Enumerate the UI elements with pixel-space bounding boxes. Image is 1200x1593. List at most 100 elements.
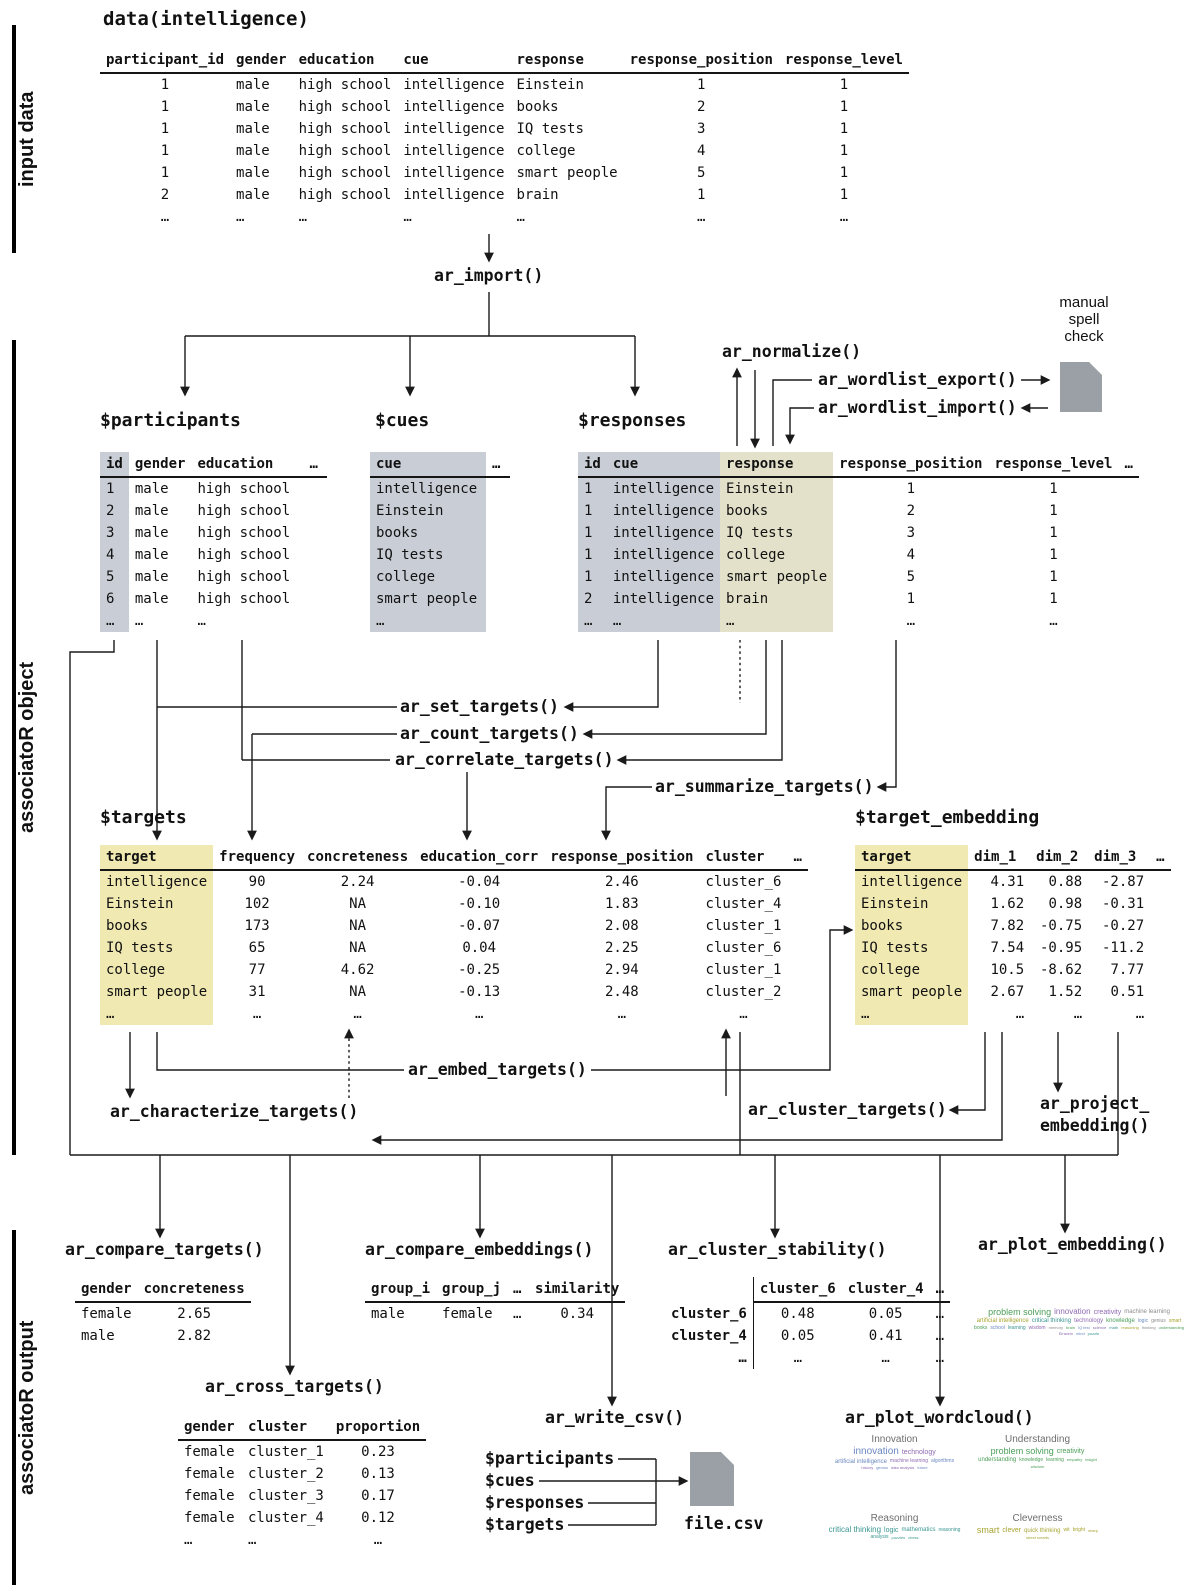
- wordcloud-words: problem solving creativity understanding kn…: [971, 1446, 1104, 1469]
- table-cell: 10.5: [990, 962, 1025, 978]
- table-cell: 2.65: [177, 1306, 212, 1322]
- column-header: gender: [128, 452, 192, 478]
- column-header: cluster_4: [841, 1277, 930, 1303]
- cloud-word: clever: [1002, 1527, 1022, 1535]
- table-cell: Einstein: [855, 893, 969, 915]
- cloud-word: Einstein: [1058, 1330, 1073, 1336]
- cloud-word: machine learning: [889, 1458, 929, 1465]
- table-cell: male: [134, 503, 169, 519]
- table-cell: …: [298, 209, 308, 225]
- table-cell: …: [935, 1350, 945, 1366]
- cloud-word: algorithms: [931, 1458, 955, 1465]
- column-header: target: [100, 845, 214, 871]
- cloud-word: puzzles: [891, 1534, 906, 1540]
- fn-plot-wordcloud: ar_plot_wordcloud(): [845, 1408, 1034, 1427]
- table-row: 1 male high school intelligence college 4 1: [100, 140, 909, 162]
- table-cell: NA: [349, 896, 367, 912]
- column-header: response_position: [833, 452, 989, 478]
- write-csv-item: $cues: [485, 1471, 535, 1490]
- column-header: id: [100, 452, 129, 478]
- table-cell: NA: [349, 984, 367, 1000]
- table-row: female cluster_4 0.12: [178, 1507, 426, 1529]
- table-row: female cluster_1 0.23: [178, 1440, 426, 1463]
- table-cell: [486, 610, 510, 632]
- table-cell: cluster_2: [705, 984, 782, 1000]
- table-cell: …: [578, 610, 607, 632]
- table-cell: 4: [906, 547, 916, 563]
- cloud-word: sharp: [1088, 1527, 1099, 1533]
- table-row: female 2.65: [75, 1302, 251, 1325]
- responses-table: id cue response response_position response_l…: [578, 452, 1139, 632]
- table-cell: [303, 588, 327, 610]
- participants-title: $participants: [100, 410, 241, 431]
- table-cell: …: [474, 1006, 484, 1022]
- table-cell: 1: [839, 99, 849, 115]
- table-cell: [1118, 522, 1138, 544]
- table-cell: …: [373, 1532, 383, 1548]
- table-row: 2 male high school intelligence brain 1 1: [100, 184, 909, 206]
- table-cell: 1: [1049, 547, 1058, 563]
- table-cell: …: [935, 1328, 945, 1344]
- table-cell: 0.12: [361, 1510, 395, 1526]
- table-cell: [303, 500, 327, 522]
- table-cell: Einstein: [516, 77, 584, 93]
- fn-compare-targets: ar_compare_targets(): [65, 1240, 264, 1259]
- table-row: intelligence 90 2.24 -0.04 2.46 cluster_6: [100, 870, 808, 893]
- data-table: cue… intelligence Einstein books IQ tests col…: [370, 452, 510, 632]
- table-row: 1 intelligence smart people 5 1: [578, 566, 1139, 588]
- table-cell: college: [370, 566, 486, 588]
- cloud-word: creativity: [1056, 1448, 1085, 1456]
- table-cell: 0.23: [361, 1444, 395, 1460]
- table-cell: 173: [244, 918, 270, 934]
- column-header: response: [510, 48, 624, 74]
- cloud-word: logic: [884, 1526, 899, 1534]
- cloud-word: data analysis: [890, 1464, 915, 1470]
- table-cell: [1118, 566, 1138, 588]
- cloud-word: problem solving: [990, 1446, 1054, 1456]
- table-cell: -0.95: [1040, 940, 1083, 956]
- cloud-word: machine learning: [1124, 1309, 1170, 1316]
- table-row: IQ tests 7.54 -0.95 -11.2: [855, 937, 1171, 959]
- table-cell: smart people: [855, 981, 969, 1003]
- table-row: 6 male high school: [100, 588, 327, 610]
- table-cell: cluster_4: [705, 896, 782, 912]
- table-row: 1 intelligence college 4 1: [578, 544, 1139, 566]
- table-cell: [1118, 544, 1138, 566]
- cloud-word: school: [990, 1324, 1005, 1331]
- fn-count-targets: ar_count_targets(): [400, 724, 579, 743]
- column-header: id: [578, 452, 607, 478]
- input-data-title: data(intelligence): [103, 8, 309, 30]
- table-cell: male: [134, 591, 169, 607]
- table-cell: 1: [839, 121, 849, 137]
- table-row: …………: [665, 1347, 950, 1369]
- table-row: 1 male high school intelligence smart people…: [100, 162, 909, 184]
- table-cell: female: [184, 1466, 235, 1482]
- table-cell: …: [160, 209, 170, 225]
- table-cell: IQ tests: [370, 544, 486, 566]
- table-cell: 1: [697, 77, 706, 93]
- table-cell: cluster_6: [705, 940, 782, 956]
- table-cell: [1150, 959, 1170, 981]
- table-cell: 1: [160, 77, 170, 93]
- table-cell: [1150, 893, 1170, 915]
- table-row: books 7.82 -0.75 -0.27: [855, 915, 1171, 937]
- table-cell: college: [720, 544, 834, 566]
- table-cell: intelligence: [606, 477, 721, 500]
- table-cell: college: [516, 143, 576, 159]
- table-cell: …: [752, 1347, 842, 1369]
- table-cell: 0.05: [868, 1306, 903, 1322]
- cloud-word: future: [917, 1464, 928, 1470]
- cloud-word: street smarts: [1025, 1535, 1050, 1541]
- cloud-word: logic: [1137, 1317, 1149, 1324]
- table-cell: Einstein: [720, 477, 834, 500]
- table-cell: [303, 477, 327, 500]
- table-cell: -0.31: [1102, 896, 1145, 912]
- table-cell: male: [371, 1306, 405, 1322]
- table-cell: 1: [839, 187, 849, 203]
- table-cell: 1: [160, 165, 170, 181]
- column-header: response_level: [988, 452, 1119, 478]
- column-header: cue: [397, 48, 511, 74]
- table-cell: brain: [516, 187, 559, 203]
- table-cell: books: [100, 915, 214, 937]
- table-row: ………………: [100, 1003, 808, 1025]
